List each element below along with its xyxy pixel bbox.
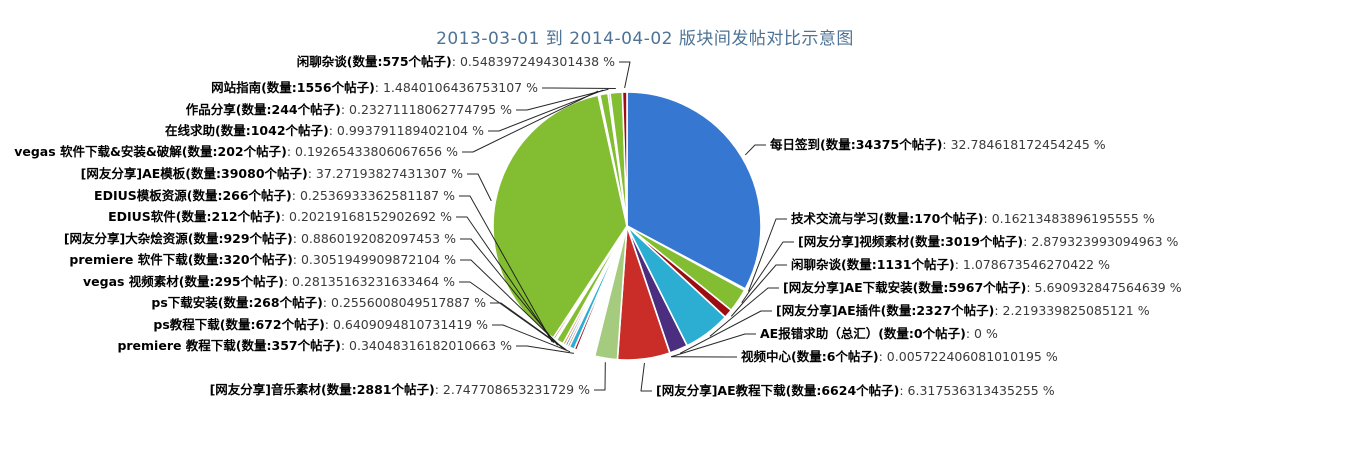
slice-label-name: 在线求助(数量:1042个帖子) (165, 123, 329, 138)
label-connector-line (741, 241, 794, 304)
slice-label-value: : 0.993791189402104 % (328, 123, 484, 138)
slice-label-value: : 0.28135163231633464 % (283, 274, 455, 289)
slice-label-value: : 32.784618172454245 % (942, 137, 1106, 152)
chart-title: 2013-03-01 到 2014-04-02 版块间发帖对比示意图 (436, 29, 854, 49)
slice-label: 闲聊杂谈(数量:575个帖子): 0.5483972494301438 % (297, 53, 615, 70)
slice-label-value: : 1.4840106436753107 % (374, 80, 538, 95)
slice-label-value: : 0.34048316182010663 % (340, 338, 512, 353)
label-connector-line (594, 362, 606, 391)
slice-label: 作品分享(数量:244个帖子): 0.23271118062774795 % (186, 101, 512, 118)
slice-label: [网友分享]视频素材(数量:3019个帖子): 2.87932399309496… (798, 233, 1178, 250)
slice-label-value: : 0.23271118062774795 % (340, 102, 512, 117)
slice-label: EDIUS模板资源(数量:266个帖子): 0.2536933362581187… (94, 187, 455, 204)
slice-label: [网友分享]大杂烩资源(数量:929个帖子): 0.88601920820974… (64, 230, 456, 247)
slice-label: AE报错求助（总汇）(数量:0个帖子): 0 % (760, 325, 998, 342)
slice-label-value: : 0.5483972494301438 % (451, 54, 615, 69)
slice-label-name: [网友分享]AE模板(数量:39080个帖子) (80, 166, 308, 181)
slice-label-value: : 37.27193827431307 % (307, 166, 463, 181)
label-connector-line (467, 173, 492, 202)
slice-label-value: : 2.879323993094963 % (1023, 234, 1179, 249)
slice-label: vegas 软件下载&安装&破解(数量:202个帖子): 0.192654338… (14, 143, 458, 160)
slice-label-name: [网友分享]视频素材(数量:3019个帖子) (798, 234, 1024, 249)
label-connector-line (460, 238, 559, 346)
slice-label: premiere 教程下载(数量:357个帖子): 0.340483161820… (117, 337, 512, 354)
label-connector-line (748, 218, 787, 292)
slice-label-name: vegas 软件下载&安装&破解(数量:202个帖子) (14, 144, 287, 159)
slice-label-name: 技术交流与学习(数量:170个帖子) (791, 211, 984, 226)
slice-label-name: 闲聊杂谈(数量:1131个帖子) (791, 257, 955, 272)
slice-label-value: : 0.6409094810731419 % (324, 317, 488, 332)
pie-slice[interactable] (626, 91, 762, 291)
label-connector-line (744, 144, 766, 156)
slice-label-name: 作品分享(数量:244个帖子) (185, 102, 341, 117)
slice-label-value: : 0 % (965, 326, 998, 341)
slice-label-name: 闲聊杂谈(数量:575个帖子) (296, 54, 452, 69)
slice-label: 闲聊杂谈(数量:1131个帖子): 1.078673546270422 % (791, 256, 1110, 273)
slice-label: 视频中心(数量:6个帖子): 0.005722406081010195 % (741, 348, 1058, 365)
slice-label-name: [网友分享]AE下载安装(数量:5967个帖子) (783, 280, 1027, 295)
slice-label-value: : 2.219339825085121 % (994, 303, 1150, 318)
slice-label-name: ps教程下载(数量:672个帖子) (153, 317, 325, 332)
slice-label-name: AE报错求助（总汇）(数量:0个帖子) (760, 326, 966, 341)
slice-label-name: vegas 视频素材(数量:295个帖子) (83, 274, 284, 289)
slice-label-value: : 1.078673546270422 % (954, 257, 1110, 272)
slice-label-name: premiere 教程下载(数量:357个帖子) (117, 338, 341, 353)
slice-label-value: : 0.8860192082097453 % (292, 231, 456, 246)
label-connector-line (516, 345, 575, 354)
slice-label: 在线求助(数量:1042个帖子): 0.993791189402104 % (165, 122, 484, 139)
label-connector-line (516, 88, 609, 111)
slice-label-value: : 0.20219168152902692 % (280, 209, 452, 224)
label-connector-line (619, 61, 631, 89)
slice-label-name: ps下载安装(数量:268个帖子) (151, 295, 323, 310)
slice-label-name: 视频中心(数量:6个帖子) (741, 349, 879, 364)
slice-label-name: [网友分享]大杂烩资源(数量:929个帖子) (63, 231, 293, 246)
label-connector-line (671, 333, 756, 358)
label-connector-line (488, 89, 604, 132)
slice-label-name: [网友分享]AE教程下载(数量:6624个帖子) (656, 383, 900, 398)
slice-label-value: : 5.690932847564639 % (1026, 280, 1182, 295)
slice-label-value: : 0.2556008049517887 % (322, 295, 486, 310)
slice-label-value: : 0.3051949909872104 % (292, 252, 456, 267)
slice-label: [网友分享]音乐素材(数量:2881个帖子): 2.74770865323172… (210, 381, 590, 398)
slice-label-name: 网站指南(数量:1556个帖子) (211, 80, 375, 95)
slice-label: 技术交流与学习(数量:170个帖子): 0.16213483896195555 … (791, 210, 1155, 227)
label-connector-line (640, 362, 652, 392)
slice-label-name: 每日签到(数量:34375个帖子) (770, 137, 943, 152)
slice-label-name: [网友分享]音乐素材(数量:2881个帖子) (209, 382, 435, 397)
label-connector-line (679, 310, 772, 354)
label-connector-line (459, 281, 565, 350)
pie-slice[interactable] (621, 91, 628, 227)
label-connector-line (709, 287, 779, 337)
label-connector-line (456, 216, 555, 344)
slice-label: [网友分享]AE模板(数量:39080个帖子): 37.271938274313… (81, 165, 463, 182)
label-connector-line (459, 195, 553, 343)
slice-label-value: : 0.19265433806067656 % (286, 144, 458, 159)
slice-label-value: : 6.317536313435255 % (899, 383, 1055, 398)
slice-label: [网友分享]AE教程下载(数量:6624个帖子): 6.317536313435… (656, 382, 1055, 399)
label-connector-line (460, 259, 563, 349)
slice-label-value: : 0.16213483896195555 % (983, 211, 1155, 226)
label-connector-line (490, 302, 567, 351)
slice-label: premiere 软件下载(数量:320个帖子): 0.305194990987… (69, 251, 456, 268)
slice-label: 网站指南(数量:1556个帖子): 1.4840106436753107 % (211, 79, 538, 96)
slice-label: vegas 视频素材(数量:295个帖子): 0.281351632316334… (83, 273, 455, 290)
label-connector-line (462, 90, 599, 153)
slice-label: 每日签到(数量:34375个帖子): 32.784618172454245 % (770, 136, 1106, 153)
slice-label: ps下载安装(数量:268个帖子): 0.2556008049517887 % (151, 294, 486, 311)
slice-label: [网友分享]AE下载安装(数量:5967个帖子): 5.690932847564… (783, 279, 1182, 296)
slice-label-value: : 0.2536933362581187 % (291, 188, 455, 203)
slice-label: EDIUS软件(数量:212个帖子): 0.20219168152902692 … (108, 208, 452, 225)
slice-label-value: : 2.747708653231729 % (434, 382, 590, 397)
slice-label-value: : 0.005722406081010195 % (878, 349, 1058, 364)
slice-label-name: EDIUS模板资源(数量:266个帖子) (94, 188, 292, 203)
slice-label-name: EDIUS软件(数量:212个帖子) (108, 209, 281, 224)
slice-label-name: premiere 软件下载(数量:320个帖子) (69, 252, 293, 267)
label-connector-line (730, 264, 787, 317)
slice-label: [网友分享]AE插件(数量:2327个帖子): 2.21933982508512… (776, 302, 1150, 319)
slice-label: ps教程下载(数量:672个帖子): 0.6409094810731419 % (153, 316, 488, 333)
label-connector-line (492, 324, 571, 353)
slice-label-name: [网友分享]AE插件(数量:2327个帖子) (776, 303, 995, 318)
